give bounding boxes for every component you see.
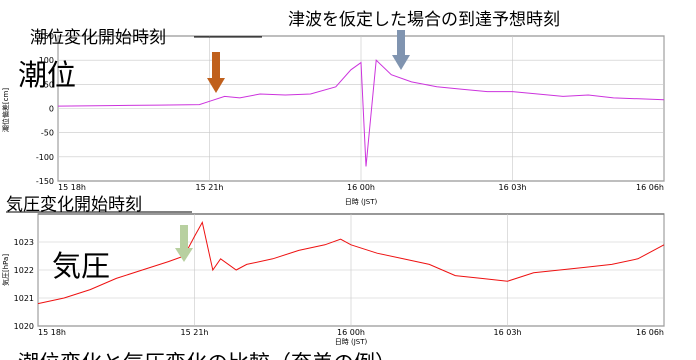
tide-ticks: -150 -100 -50 0 50 100 150 15 18h 15 21h 16 00h 16… <box>36 32 664 192</box>
pressure-y-axis-label: 気圧[hPa] <box>1 254 10 286</box>
pressure-series-line <box>37 221 665 305</box>
pressure-x-tick-label: 15 18h <box>38 328 66 337</box>
tide-x-tick-label: 15 18h <box>58 183 86 192</box>
tide-y-tick-label: -50 <box>41 129 54 138</box>
tide-chart: -150 -100 -50 0 50 100 150 15 18h 15 21h 16 00h 16… <box>1 32 665 206</box>
tsunami-arrival-label: 津波を仮定した場合の到達予想時刻 <box>288 10 560 30</box>
tide-x-tick-label: 16 00h <box>347 183 375 192</box>
pressure-ticks: 1020 1021 1022 1023 15 18h 15 21h 16 00h 16 03h… <box>14 238 664 337</box>
tide-x-tick-label: 16 03h <box>499 183 527 192</box>
pressure-start-arrow-head <box>175 248 193 262</box>
tide-y-tick-label: 150 <box>39 32 54 41</box>
tide-start-arrow-shaft <box>212 52 220 78</box>
tide-y-tick-label: 0 <box>49 105 54 114</box>
pressure-big-label: 気圧 <box>52 249 110 283</box>
tide-y-tick-label: 100 <box>39 56 54 65</box>
figure-caption: 潮位変化と気圧変化の比較（奄美の例） <box>18 351 396 360</box>
pressure-start-label: 気圧変化開始時刻 <box>6 195 142 215</box>
tide-big-label: 潮位 <box>18 58 76 92</box>
tide-start-arrow-head <box>207 78 225 93</box>
pressure-x-tick-label: 16 06h <box>636 328 664 337</box>
pressure-start-arrow-shaft <box>180 225 188 248</box>
pressure-y-tick-label: 1021 <box>14 294 34 303</box>
tide-y-tick-label: 50 <box>44 80 54 89</box>
pressure-x-tick-label: 16 00h <box>337 328 365 337</box>
pressure-x-tick-label: 16 03h <box>494 328 522 337</box>
pressure-y-tick-label: 1023 <box>14 238 34 247</box>
tide-y-tick-label: -150 <box>36 177 54 186</box>
pressure-y-tick-label: 1020 <box>14 322 34 331</box>
tsunami-arrival-arrow-icon <box>392 30 410 70</box>
tide-grid <box>57 35 665 182</box>
tsunami-arrival-arrow-shaft <box>397 30 405 55</box>
tide-start-arrow-icon <box>207 52 225 93</box>
pressure-x-axis-label: 日時 (JST) <box>335 338 368 346</box>
tide-y-tick-label: -100 <box>36 153 54 162</box>
pressure-y-tick-label: 1022 <box>14 266 34 275</box>
tide-x-tick-label: 16 06h <box>636 183 664 192</box>
pressure-chart: 1020 1021 1022 1023 15 18h 15 21h 16 00h 16 03h… <box>1 213 665 346</box>
tsunami-arrival-arrow-head <box>392 55 410 70</box>
pressure-start-arrow-icon <box>175 225 193 262</box>
tide-y-axis-label: 潮位偏差[cm] <box>1 88 10 132</box>
tide-x-axis-label: 日時 (JST) <box>345 198 378 206</box>
tide-series-line <box>57 59 665 167</box>
tide-x-tick-label: 15 21h <box>196 183 224 192</box>
tide-start-label: 潮位変化開始時刻 <box>30 28 166 48</box>
pressure-x-tick-label: 15 21h <box>181 328 209 337</box>
